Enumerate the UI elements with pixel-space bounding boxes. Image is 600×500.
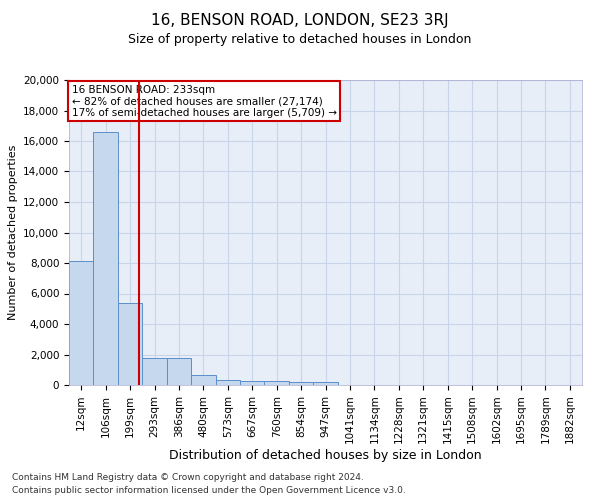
Text: 16, BENSON ROAD, LONDON, SE23 3RJ: 16, BENSON ROAD, LONDON, SE23 3RJ [151,12,449,28]
Bar [313,382,338,385]
Bar [215,380,240,385]
Bar [69,262,94,385]
Bar [142,358,167,385]
Text: Size of property relative to detached houses in London: Size of property relative to detached ho… [128,32,472,46]
Bar [191,375,215,385]
Bar [240,381,265,385]
Bar [94,132,118,385]
Bar [118,304,142,385]
Bar [265,382,289,385]
Text: Contains public sector information licensed under the Open Government Licence v3: Contains public sector information licen… [12,486,406,495]
Text: Contains HM Land Registry data © Crown copyright and database right 2024.: Contains HM Land Registry data © Crown c… [12,472,364,482]
Y-axis label: Number of detached properties: Number of detached properties [8,145,17,320]
Bar [289,382,313,385]
X-axis label: Distribution of detached houses by size in London: Distribution of detached houses by size … [169,449,482,462]
Text: 16 BENSON ROAD: 233sqm
← 82% of detached houses are smaller (27,174)
17% of semi: 16 BENSON ROAD: 233sqm ← 82% of detached… [71,84,337,118]
Bar [167,358,191,385]
